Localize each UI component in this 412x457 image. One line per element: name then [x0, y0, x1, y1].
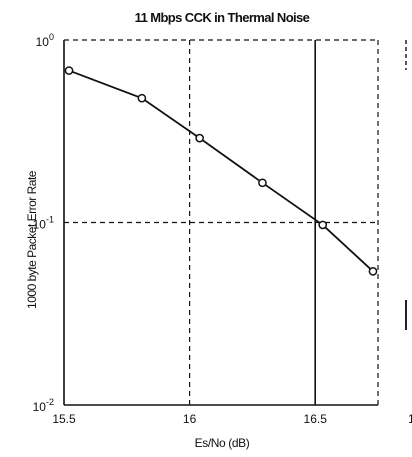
series-line	[68, 69, 374, 272]
data-point-marker	[137, 93, 147, 103]
data-point-marker	[195, 133, 204, 143]
axes-frame	[63, 39, 379, 406]
y-axis-label: 1000 byte Packet Error Rate	[25, 170, 39, 309]
x-axis-label: Es/No (dB)	[195, 436, 250, 450]
gridlines	[64, 40, 378, 405]
x-tick-label: 16.5	[304, 412, 328, 426]
y-tick-label: 100	[36, 32, 54, 49]
data-point-marker	[64, 66, 74, 75]
chart-title: 11 Mbps CCK in Thermal Noise	[135, 10, 310, 25]
y-tick-exponent: 0	[49, 32, 54, 42]
data-series	[64, 66, 378, 276]
data-point-marker	[368, 266, 378, 276]
cropped-neighbor-tick-label: 1	[408, 412, 412, 426]
x-tick-label: 15.5	[52, 412, 76, 426]
x-tick-label: 16	[183, 412, 197, 426]
data-point-marker	[258, 178, 267, 188]
y-tick-exponent: -2	[46, 397, 54, 407]
data-point-marker	[318, 220, 328, 230]
y-tick-exponent: -1	[46, 215, 54, 225]
y-tick-label: 10-2	[33, 397, 54, 414]
